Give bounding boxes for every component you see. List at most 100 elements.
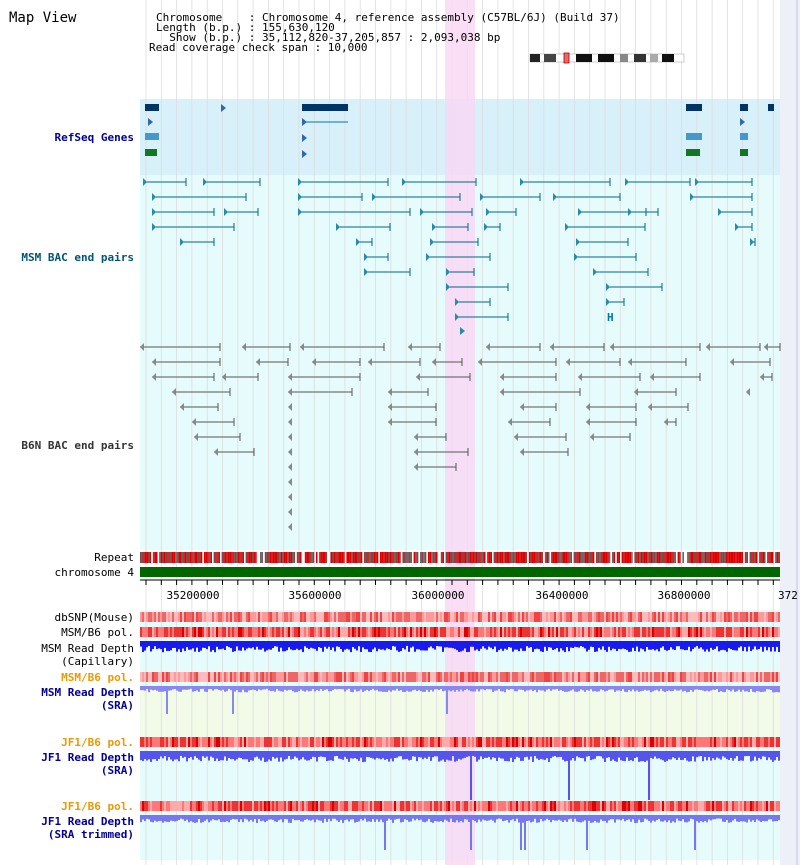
pol-cell xyxy=(628,612,630,622)
pol-cell xyxy=(492,612,494,622)
pol-cell xyxy=(274,627,276,637)
pol-cell xyxy=(196,672,198,682)
pol-cell xyxy=(226,801,228,811)
depth-bar xyxy=(314,751,316,758)
pol-cell xyxy=(486,627,488,637)
depth-bar xyxy=(594,815,596,821)
repeat-block xyxy=(405,552,408,563)
pol-cell xyxy=(204,737,206,747)
label-msm-b6-pol-1[interactable]: MSM/B6 pol. xyxy=(61,626,134,639)
pol-cell xyxy=(712,612,714,622)
label-dbsnp[interactable]: dbSNP(Mouse) xyxy=(55,611,134,624)
chromosome-bar[interactable] xyxy=(140,567,780,577)
label-msm-b6-pol-2[interactable]: MSM/B6 pol. xyxy=(61,671,134,684)
depth-bar xyxy=(644,751,646,762)
depth-bar xyxy=(304,751,306,760)
depth-bar xyxy=(278,686,280,691)
label-refseq-genes[interactable]: RefSeq Genes xyxy=(55,131,134,144)
pol-cell xyxy=(256,801,258,811)
polymorphism-strips[interactable] xyxy=(140,612,780,811)
label-jf1-depth-sra-1[interactable]: JF1 Read Depth xyxy=(41,751,134,764)
depth-bar xyxy=(380,686,382,692)
depth-bar xyxy=(200,815,202,823)
depth-bar xyxy=(272,751,274,757)
label-msm-bac[interactable]: MSM BAC end pairs xyxy=(21,251,134,264)
repeat-track[interactable] xyxy=(140,552,780,563)
depth-bar xyxy=(178,751,180,762)
page-title: Map View xyxy=(9,10,77,26)
pol-cell xyxy=(550,801,552,811)
pol-cell xyxy=(444,627,446,637)
repeat-block xyxy=(424,552,427,563)
right-margin xyxy=(780,0,800,865)
chromosome-ideogram[interactable] xyxy=(528,52,688,66)
label-msm-depth-sra-1[interactable]: MSM Read Depth xyxy=(41,686,134,699)
pol-cell xyxy=(296,627,298,637)
pol-cell xyxy=(550,737,552,747)
pol-cell xyxy=(498,612,500,622)
pol-cell xyxy=(602,672,604,682)
depth-bar xyxy=(416,751,418,762)
refseq-gene-track[interactable] xyxy=(145,104,774,158)
pol-cell xyxy=(342,672,344,682)
repeat-block xyxy=(453,552,456,563)
pol-cell xyxy=(504,801,506,811)
pol-cell xyxy=(600,627,602,637)
depth-bar xyxy=(580,641,582,647)
pol-cell xyxy=(348,627,350,637)
repeat-block xyxy=(466,552,468,563)
pol-cell xyxy=(666,672,668,682)
depth-bar xyxy=(158,815,160,822)
depth-bar xyxy=(580,686,582,690)
label-repeat[interactable]: Repeat xyxy=(94,551,134,564)
marker-h[interactable]: H xyxy=(607,311,614,324)
msm-bac-track[interactable] xyxy=(143,178,756,335)
pol-cell xyxy=(362,627,364,637)
pol-cell xyxy=(428,672,430,682)
repeat-block xyxy=(704,552,707,563)
depth-bar xyxy=(398,815,400,819)
pol-cell xyxy=(352,612,354,622)
depth-bar xyxy=(216,641,218,647)
pol-cell xyxy=(336,612,338,622)
depth-bar xyxy=(766,686,768,690)
depth-bar xyxy=(188,686,190,690)
msm-bac-end xyxy=(628,208,632,216)
label-jf1-b6-pol-2[interactable]: JF1/B6 pol. xyxy=(61,800,134,813)
pol-cell xyxy=(730,612,732,622)
depth-bar xyxy=(680,751,682,760)
b6n-bac-end xyxy=(586,403,590,411)
pol-cell xyxy=(296,737,298,747)
pol-cell xyxy=(526,801,528,811)
label-msm-depth-cap-1[interactable]: MSM Read Depth xyxy=(41,642,134,655)
label-jf1-b6-pol-1[interactable]: JF1/B6 pol. xyxy=(61,736,134,749)
msm-bac-end xyxy=(364,253,368,261)
depth-bar xyxy=(440,815,442,821)
label-b6n-bac[interactable]: B6N BAC end pairs xyxy=(21,439,134,452)
pol-cell xyxy=(164,801,166,811)
repeat-block xyxy=(495,552,497,563)
selected-region-highlight[interactable] xyxy=(445,0,475,865)
depth-bar xyxy=(400,751,402,757)
pol-cell xyxy=(562,737,564,747)
label-jf1-depth-trim-1[interactable]: JF1 Read Depth xyxy=(41,815,134,828)
depth-bar xyxy=(690,641,692,652)
repeat-block xyxy=(447,552,449,563)
depth-bar xyxy=(408,641,410,652)
read-depth-tracks[interactable] xyxy=(140,641,780,850)
depth-bar xyxy=(660,641,662,648)
depth-bar xyxy=(512,686,514,690)
pol-cell xyxy=(202,627,204,637)
depth-bar xyxy=(398,751,400,757)
depth-bar xyxy=(308,641,310,650)
b6n-bac-end xyxy=(648,403,652,411)
depth-bar xyxy=(330,686,332,692)
pol-cell xyxy=(170,627,172,637)
b6n-bac-track[interactable] xyxy=(140,343,781,531)
depth-bar xyxy=(648,815,650,821)
depth-bar xyxy=(262,686,264,690)
pol-cell xyxy=(348,801,350,811)
label-chromosome[interactable]: chromosome 4 xyxy=(55,566,135,579)
pol-cell xyxy=(744,737,746,747)
